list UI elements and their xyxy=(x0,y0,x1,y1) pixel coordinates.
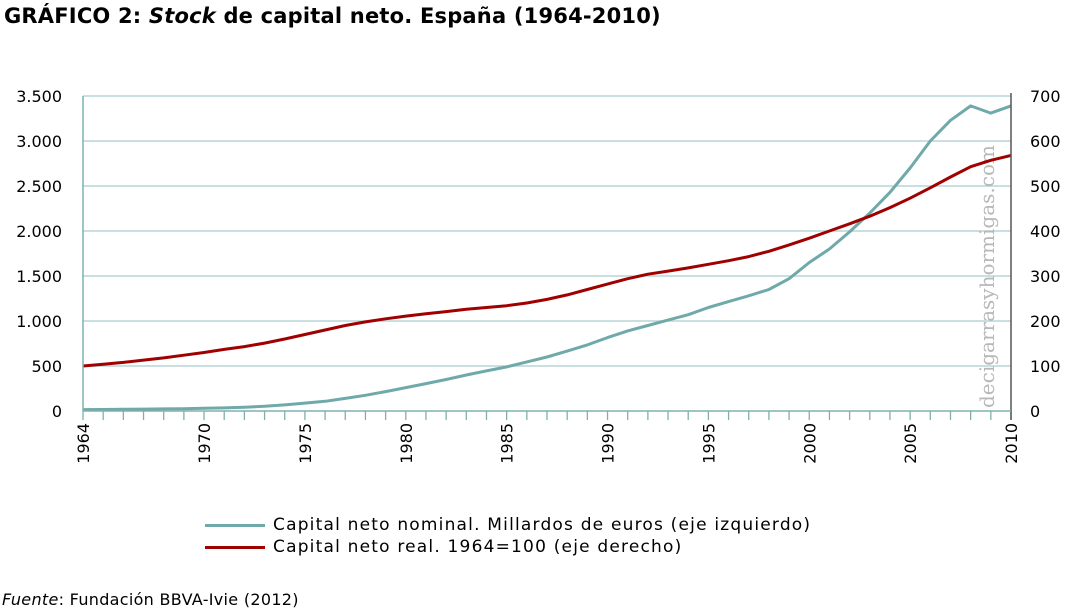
x-tick-label: 1975 xyxy=(296,423,315,464)
x-tick-label: 1990 xyxy=(599,423,618,464)
x-tick-label: 2010 xyxy=(1002,423,1021,464)
source-note: Fuente: Fundación BBVA-Ivie (2012) xyxy=(2,590,299,609)
x-tick-label: 2005 xyxy=(901,423,920,464)
legend-label-real: Capital neto real. 1964=100 (eje derecho… xyxy=(273,537,683,557)
left-tick-label: 1.500 xyxy=(16,267,62,286)
right-tick-label: 500 xyxy=(1030,177,1061,196)
watermark: decigarrasyhormigas.com xyxy=(975,145,999,408)
source-text: : Fundación BBVA-Ivie (2012) xyxy=(58,590,299,609)
left-tick-label: 1.000 xyxy=(16,312,62,331)
right-axis-ticks: 0 100 200 300 400 500 600 700 xyxy=(1030,87,1061,421)
right-tick-label: 400 xyxy=(1030,222,1061,241)
legend-item-real: Capital neto real. 1964=100 (eje derecho… xyxy=(205,536,811,558)
left-tick-label: 0 xyxy=(52,402,62,421)
line-chart: 0 500 1.000 1.500 2.000 2.500 3.000 3.500 0 100 2… xyxy=(16,87,1061,464)
x-tick-label: 1970 xyxy=(195,423,214,464)
right-tick-label: 0 xyxy=(1030,402,1040,421)
right-tick-label: 700 xyxy=(1030,87,1061,106)
left-tick-label: 2.000 xyxy=(16,222,62,241)
legend-label-nominal: Capital neto nominal. Millardos de euros… xyxy=(273,515,812,535)
right-tick-label: 100 xyxy=(1030,357,1061,376)
right-tick-label: 200 xyxy=(1030,312,1061,331)
left-tick-label: 500 xyxy=(31,357,62,376)
x-tick-label: 1995 xyxy=(699,423,718,464)
legend-swatch-real xyxy=(205,545,265,549)
x-tick-label: 1980 xyxy=(397,423,416,464)
right-tick-label: 600 xyxy=(1030,132,1061,151)
series-lines xyxy=(82,104,1012,412)
gridlines xyxy=(83,95,1011,367)
legend: Capital neto nominal. Millardos de euros… xyxy=(205,514,811,558)
title-suffix: de capital neto. España (1964-2010) xyxy=(215,4,661,28)
left-tick-label: 3.000 xyxy=(16,132,62,151)
source-label: Fuente xyxy=(2,590,59,609)
series-line-real xyxy=(82,153,1012,368)
x-axis-ticks: 1964 1970 1975 1980 1985 1990 1995 2000 2005 2010 xyxy=(74,411,1021,464)
title-prefix: GRÁFICO 2: xyxy=(4,4,149,28)
legend-item-nominal: Capital neto nominal. Millardos de euros… xyxy=(205,514,811,536)
x-tick-label: 1964 xyxy=(74,423,93,464)
right-tick-label: 300 xyxy=(1030,267,1061,286)
x-tick-label: 1985 xyxy=(498,423,517,464)
title-italic: Stock xyxy=(148,4,216,28)
legend-swatch-nominal xyxy=(205,523,265,527)
left-axis-ticks: 0 500 1.000 1.500 2.000 2.500 3.000 3.500 xyxy=(16,87,62,421)
series-line-nominal xyxy=(82,104,1012,412)
left-tick-label: 3.500 xyxy=(16,87,62,106)
left-tick-label: 2.500 xyxy=(16,177,62,196)
x-tick-label: 2000 xyxy=(800,423,819,464)
chart-title: GRÁFICO 2: Stock de capital neto. España… xyxy=(4,4,661,28)
